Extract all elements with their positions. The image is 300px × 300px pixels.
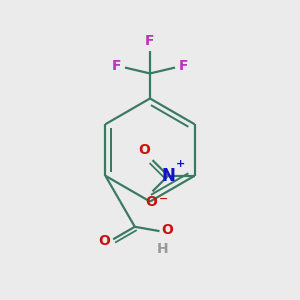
Text: F: F — [145, 34, 155, 48]
Text: +: + — [176, 159, 185, 169]
Text: O: O — [98, 234, 110, 248]
Text: O: O — [161, 223, 173, 237]
Text: H: H — [157, 242, 169, 256]
Text: F: F — [112, 59, 122, 73]
Text: O: O — [145, 195, 157, 209]
Text: F: F — [178, 59, 188, 73]
Text: N: N — [161, 167, 175, 185]
Text: O: O — [138, 143, 150, 157]
Text: −: − — [158, 194, 168, 204]
